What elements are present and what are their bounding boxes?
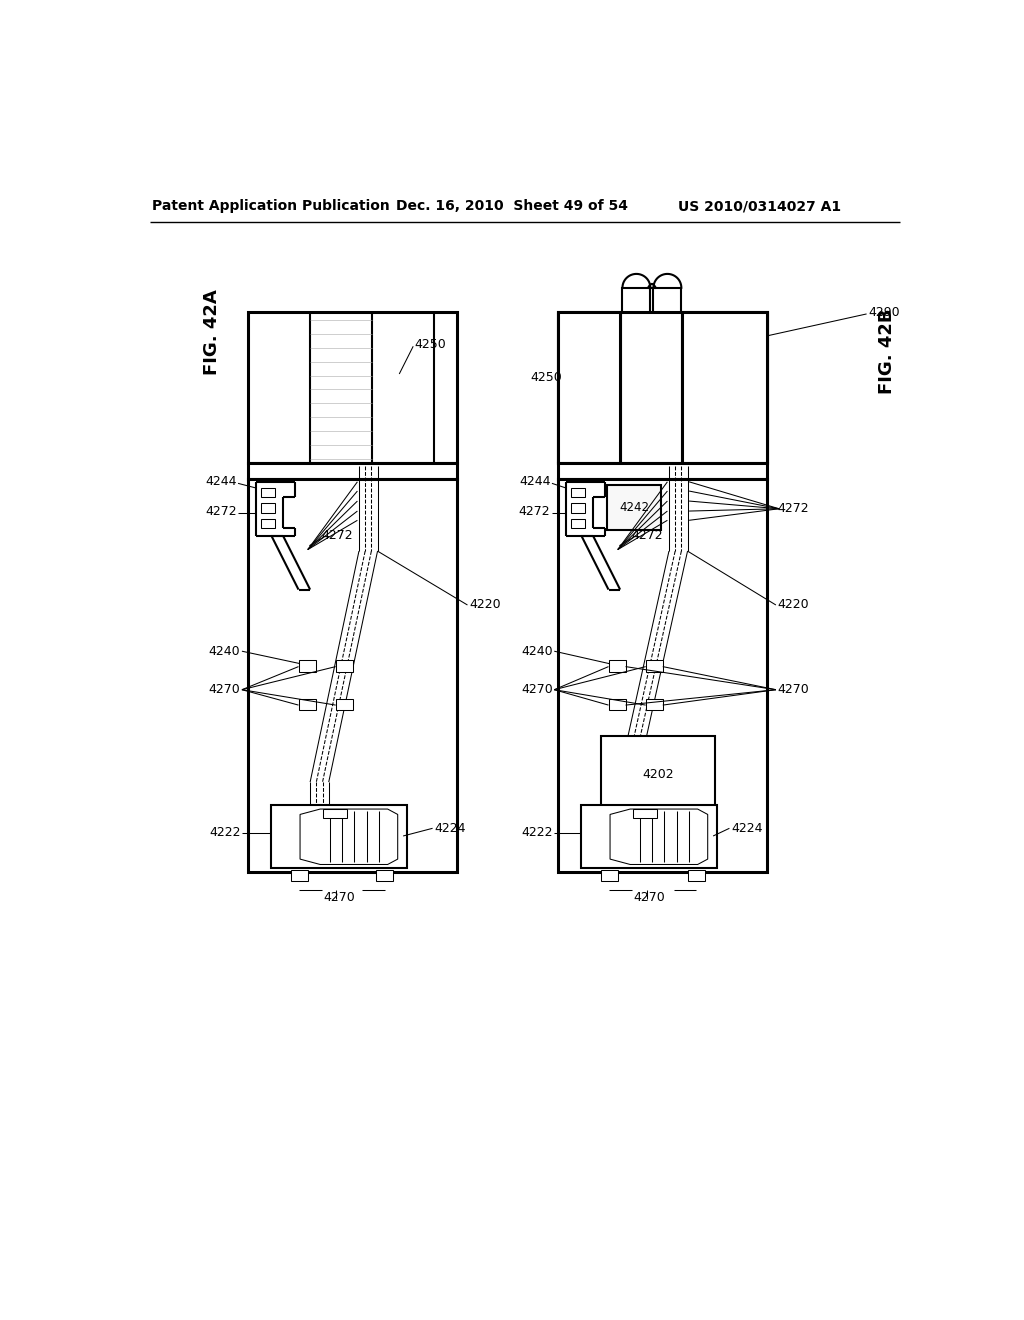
Text: 4270: 4270 [323, 891, 354, 904]
Bar [682, 313, 767, 462]
Bar [601, 737, 716, 813]
Bar [248, 313, 458, 462]
Bar [601, 870, 617, 880]
Bar [248, 462, 458, 479]
Text: US 2010/0314027 A1: US 2010/0314027 A1 [678, 199, 841, 213]
Text: 4202: 4202 [642, 768, 674, 781]
Bar [336, 700, 352, 710]
Bar [261, 503, 275, 512]
Text: 4222: 4222 [209, 825, 241, 838]
Bar [291, 870, 308, 880]
Bar [299, 700, 315, 710]
Bar [248, 479, 458, 873]
Bar [646, 700, 663, 710]
Bar [571, 488, 586, 498]
Text: Patent Application Publication: Patent Application Publication [153, 199, 390, 213]
Text: 4270: 4270 [777, 684, 809, 696]
Bar [687, 870, 705, 880]
Text: 4242: 4242 [620, 500, 649, 513]
Bar [324, 809, 346, 818]
Text: 4240: 4240 [209, 644, 241, 657]
Text: 4220: 4220 [777, 598, 809, 611]
Bar [558, 313, 767, 462]
Text: FIG. 42A: FIG. 42A [203, 289, 221, 375]
Bar [558, 462, 767, 479]
Bar [571, 519, 586, 528]
Text: 4272: 4272 [777, 502, 809, 515]
Bar [582, 805, 717, 869]
Text: 4272: 4272 [205, 504, 237, 517]
Text: 4220: 4220 [469, 598, 501, 611]
Text: 4290: 4290 [868, 306, 900, 319]
Text: Dec. 16, 2010  Sheet 49 of 54: Dec. 16, 2010 Sheet 49 of 54 [395, 199, 628, 213]
Bar [571, 503, 586, 512]
Text: 4272: 4272 [519, 504, 550, 517]
Text: 4250: 4250 [415, 338, 446, 351]
Text: 4240: 4240 [521, 644, 553, 657]
Bar [261, 519, 275, 528]
Bar [607, 484, 662, 529]
Bar [653, 288, 681, 462]
Bar [299, 660, 315, 672]
Text: 4222: 4222 [521, 825, 553, 838]
Bar [558, 313, 621, 462]
Bar [271, 805, 407, 869]
Bar [633, 809, 656, 818]
Bar [336, 660, 352, 672]
Bar [261, 488, 275, 498]
Text: 4270: 4270 [209, 684, 241, 696]
Text: 4270: 4270 [521, 684, 553, 696]
Text: FIG. 42B: FIG. 42B [879, 308, 896, 393]
Text: 4272: 4272 [632, 529, 664, 543]
Text: 4250: 4250 [530, 371, 562, 384]
Bar [608, 700, 626, 710]
Text: 4272: 4272 [322, 529, 353, 543]
Bar [376, 870, 393, 880]
Text: 4224: 4224 [434, 822, 466, 834]
Text: 4270: 4270 [634, 891, 666, 904]
Bar [558, 479, 767, 873]
Text: 4244: 4244 [519, 475, 550, 488]
Text: 4224: 4224 [731, 822, 763, 834]
Bar [646, 660, 663, 672]
Bar [623, 288, 650, 462]
Text: 4244: 4244 [205, 475, 237, 488]
Bar [608, 660, 626, 672]
